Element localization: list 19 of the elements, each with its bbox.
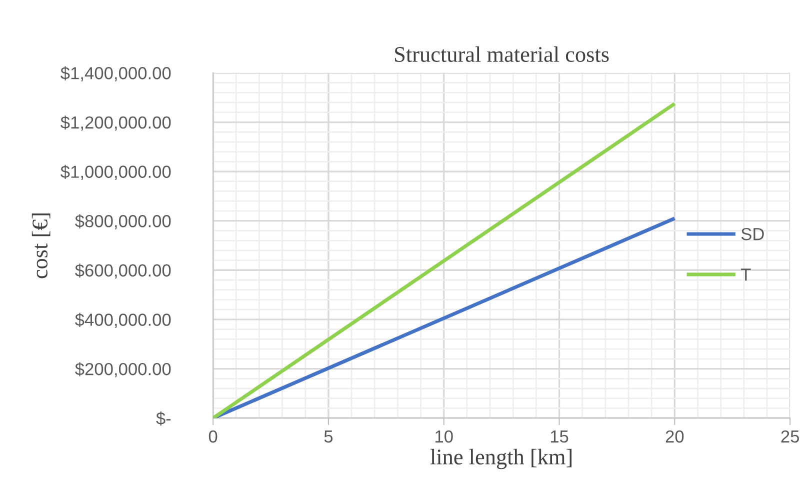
x-tick-label: 20 <box>666 430 684 443</box>
y-tick-label: $200,000.00 <box>75 362 171 378</box>
x-tick-label: 0 <box>208 430 218 443</box>
x-tick-label: 10 <box>436 430 453 443</box>
legend-label: SD <box>741 228 764 240</box>
y-tick-label: $- <box>156 412 171 426</box>
x-tick-label: 5 <box>324 430 333 443</box>
y-tick-label: $1,000,000.00 <box>60 164 171 180</box>
y-tick-label: $600,000.00 <box>75 264 171 279</box>
x-tick-label: 15 <box>550 430 568 443</box>
y-tick-label: $1,400,000.00 <box>60 66 171 82</box>
chart-title: Structural material costs <box>395 46 609 62</box>
x-axis-title: line length [km] <box>430 448 572 470</box>
x-tick-label: 25 <box>781 430 799 443</box>
y-tick-label: $400,000.00 <box>75 312 171 328</box>
y-tick-label: $800,000.00 <box>75 214 171 230</box>
y-axis-title: cost [€] <box>32 213 50 278</box>
y-tick-label: $1,200,000.00 <box>60 116 171 131</box>
legend-label: T <box>740 268 751 281</box>
